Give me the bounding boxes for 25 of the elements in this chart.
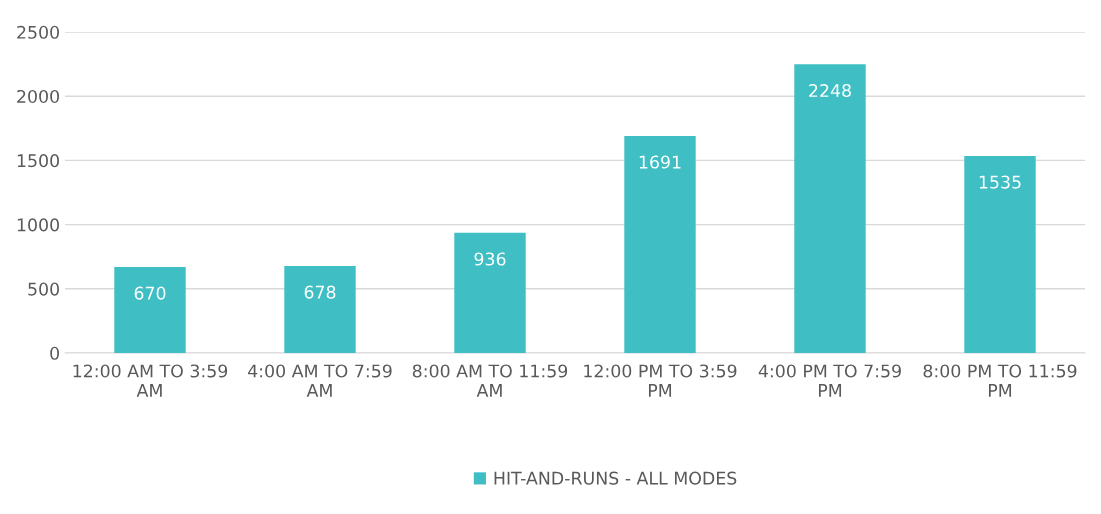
bar: [794, 64, 866, 353]
bar: [964, 155, 1036, 353]
data-label: 670: [134, 286, 166, 300]
x-tick-label: 8:00 AM TO 11:59 AM: [412, 364, 568, 397]
y-tick-label: 1000: [17, 218, 59, 232]
bar: [284, 265, 356, 353]
data-label: 1691: [639, 155, 681, 169]
y-tick-label: 0: [50, 346, 59, 360]
legend-label: HIT-AND-RUNS - ALL MODES: [494, 471, 737, 485]
data-label: 936: [474, 252, 506, 266]
data-label: 2248: [809, 83, 851, 98]
x-tick-label: 12:00 AM TO 3:59 AM: [73, 364, 228, 397]
bar: [454, 232, 526, 353]
bar: [114, 266, 186, 353]
y-tick-label: 2000: [17, 89, 59, 104]
data-label: 1535: [979, 175, 1021, 189]
y-tick-label: 1500: [17, 154, 59, 168]
data-label: 678: [304, 285, 336, 299]
x-tick-label: 4:00 AM TO 7:59 AM: [248, 364, 392, 397]
y-tick-label: 500: [28, 282, 59, 296]
bar: [624, 135, 696, 353]
x-tick-label: 8:00 PM TO 11:59 PM: [923, 364, 1077, 397]
y-tick-label: 2500: [17, 25, 59, 39]
x-tick-label: 12:00 PM TO 3:59 PM: [584, 364, 737, 397]
x-tick-label: 4:00 PM TO 7:59 PM: [758, 364, 901, 397]
